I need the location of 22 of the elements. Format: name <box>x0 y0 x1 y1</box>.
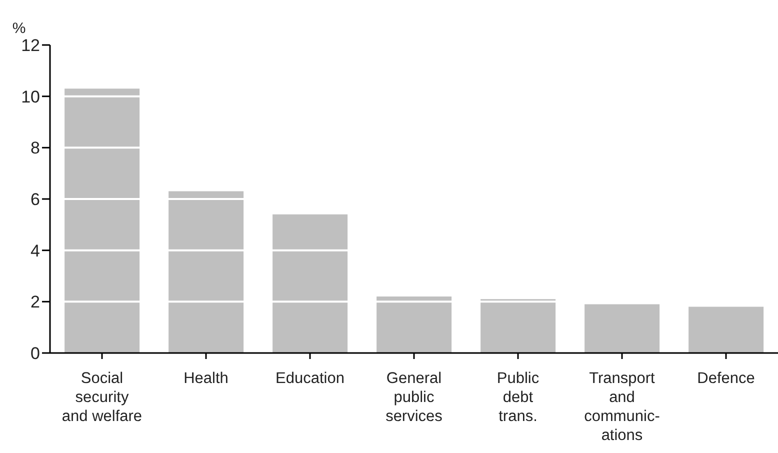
x-tick-label: Public debt trans. <box>496 370 540 425</box>
bar <box>376 296 452 353</box>
y-tick-label: 0 <box>30 344 40 364</box>
y-tick-label: 12 <box>21 36 40 56</box>
bar <box>480 299 556 353</box>
y-tick-label: 4 <box>30 241 40 260</box>
bar <box>64 88 140 353</box>
x-tick-label: Social security and welfare <box>62 370 142 425</box>
y-axis-title: % <box>12 20 26 37</box>
bar <box>168 191 244 353</box>
x-tick-label: General public services <box>386 370 443 425</box>
bar <box>584 304 660 353</box>
y-tick-label: 10 <box>21 87 40 106</box>
x-tick-label: Transport and communic- ations <box>584 370 660 444</box>
y-tick-label: 8 <box>30 138 40 158</box>
y-tick-label: 2 <box>30 292 40 312</box>
bar <box>272 214 348 353</box>
x-tick-label: Education <box>276 370 344 387</box>
x-tick-label: Defence <box>697 370 755 387</box>
y-tick-label: 6 <box>30 190 40 210</box>
x-tick-label: Health <box>184 370 228 387</box>
bar <box>688 306 764 353</box>
